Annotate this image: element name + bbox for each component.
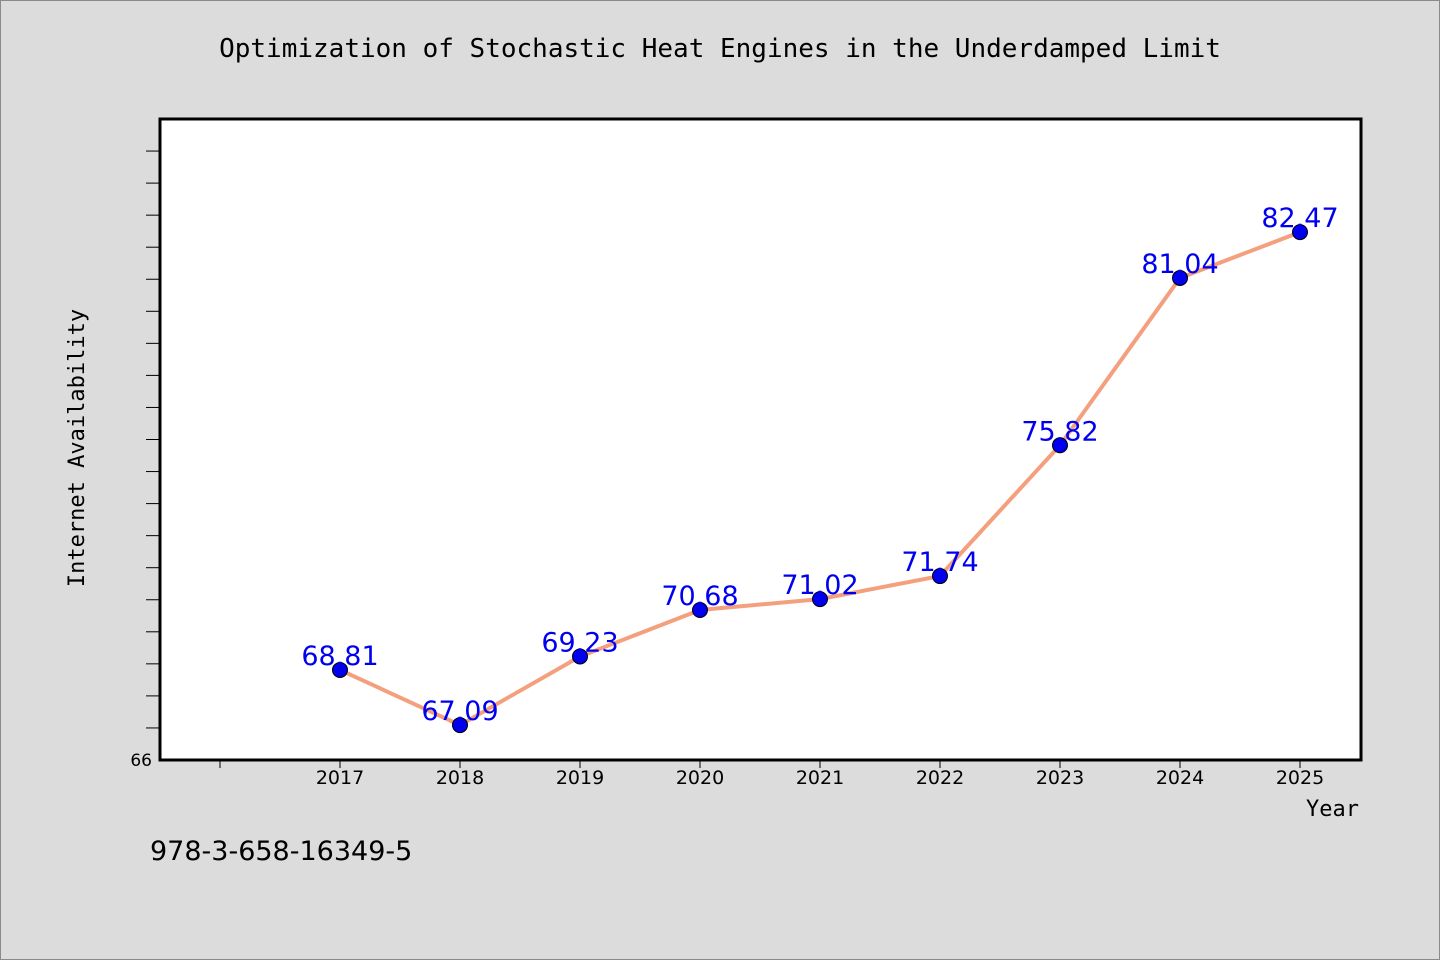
data-label: 71.74 [901, 547, 978, 578]
isbn-label: 978-3-658-16349-5 [150, 836, 413, 867]
data-point-marker [812, 591, 828, 608]
x-tick-label: 2023 [1036, 767, 1084, 789]
plot-area [158, 117, 1363, 762]
series-layer: 68.81 67.09 69.23 70.68 71.02 71.74 75.82 81.04… [301, 203, 1339, 734]
data-label: 69.23 [541, 627, 618, 658]
data-point-marker [932, 568, 948, 585]
chart-title: Optimization of Stochastic Heat Engines … [219, 34, 1221, 64]
data-point-marker [1052, 437, 1068, 454]
x-tick-label: 2018 [436, 767, 484, 789]
data-point-marker [1292, 224, 1308, 241]
data-point-marker [1172, 269, 1188, 286]
y-tick-label: 66 [130, 751, 152, 771]
x-tick-label: 2022 [916, 767, 964, 789]
data-label: 67.09 [421, 696, 498, 727]
data-point-marker [452, 717, 468, 734]
x-axis-ticks: 2017 2018 2019 2020 2021 2022 2023 2024 2025 [219, 760, 1324, 789]
data-label: 71.02 [781, 570, 858, 601]
x-tick-label: 2017 [316, 767, 364, 789]
data-point-marker [692, 602, 708, 619]
data-label: 70.68 [661, 581, 738, 612]
data-label: 81.04 [1141, 249, 1218, 280]
x-axis-label: Year [1306, 797, 1359, 822]
x-tick-label: 2021 [796, 767, 844, 789]
x-tick-label: 2019 [556, 767, 604, 789]
x-tick-label: 2020 [676, 767, 724, 789]
data-label: 68.81 [301, 641, 378, 672]
data-label: 82.47 [1261, 203, 1338, 234]
x-tick-label: 2025 [1276, 767, 1324, 789]
data-label: 75.82 [1021, 416, 1098, 447]
y-axis-ticks: 66 [130, 150, 160, 771]
y-axis-label: Internet Availability [65, 309, 90, 587]
data-point-marker [572, 648, 588, 665]
data-point-marker [332, 661, 348, 678]
x-tick-label: 2024 [1156, 767, 1204, 789]
